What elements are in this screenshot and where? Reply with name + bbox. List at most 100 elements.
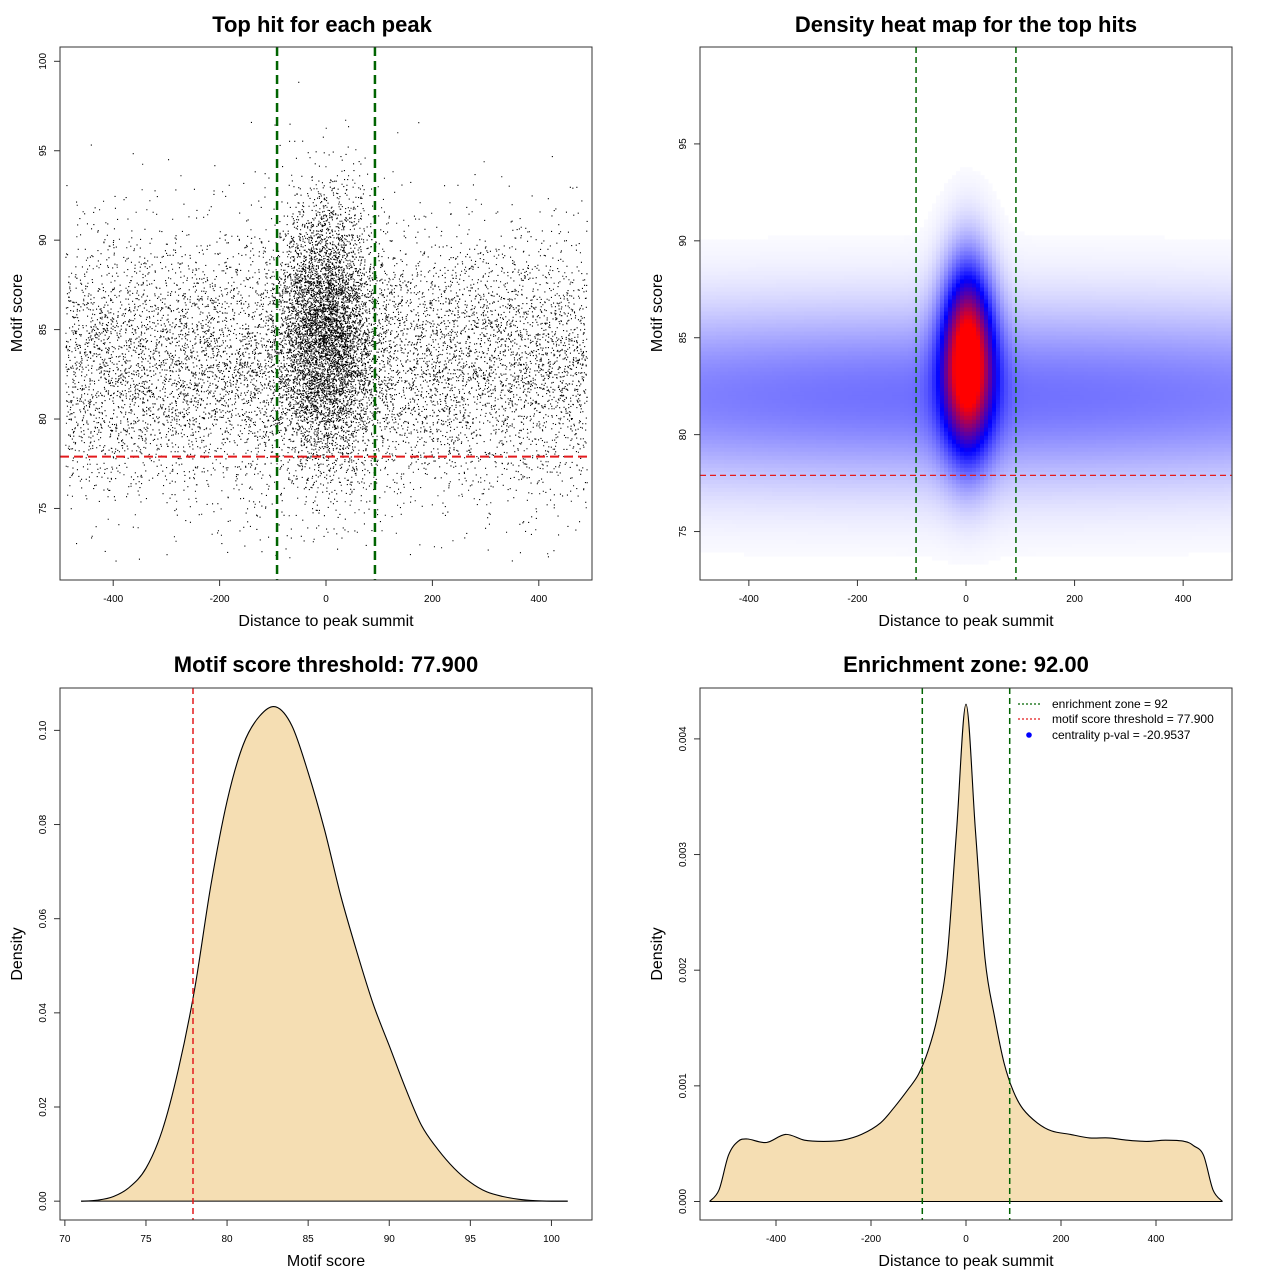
heatmap-cell — [736, 423, 741, 429]
heatmap-cell — [740, 263, 745, 269]
heatmap-cell — [848, 315, 853, 321]
heatmap-cell — [724, 439, 729, 445]
heatmap-cell — [904, 335, 909, 341]
heatmap-cell — [828, 239, 833, 244]
heatmap-cell — [804, 299, 809, 305]
heatmap-cell — [868, 243, 873, 248]
heatmap-cell — [924, 551, 929, 557]
heatmap-cell — [932, 223, 937, 228]
heatmap-cell — [936, 507, 941, 513]
heatmap-cell — [868, 523, 873, 529]
heatmap-cell — [832, 347, 837, 353]
heatmap-cell — [912, 275, 917, 281]
heatmap-cell — [748, 403, 753, 409]
heatmap-cell — [748, 391, 753, 397]
heatmap-cell — [816, 307, 821, 313]
heatmap-cell — [820, 267, 825, 273]
heatmap-cell — [908, 435, 913, 441]
heatmap-cell — [840, 419, 845, 425]
heatmap-cell — [904, 295, 909, 301]
heatmap-cell — [904, 443, 909, 449]
heatmap-cell — [708, 407, 713, 413]
heatmap-cell — [728, 435, 733, 441]
heatmap-cell — [944, 251, 949, 256]
heatmap-cell — [748, 455, 753, 461]
heatmap-cell — [712, 391, 717, 397]
heatmap-cell — [844, 539, 849, 545]
heatmap-cell — [940, 303, 945, 309]
heatmap-cell — [836, 251, 841, 256]
heatmap-cell — [820, 259, 825, 265]
heatmap-cell — [772, 315, 777, 321]
heatmap-cell — [852, 503, 857, 509]
heatmap-cell — [780, 495, 785, 501]
heatmap-cell — [900, 387, 905, 393]
heatmap-cell — [712, 359, 717, 365]
heatmap-cell — [788, 307, 793, 313]
heatmap-cell — [752, 307, 757, 313]
heatmap-cell — [728, 335, 733, 341]
heatmap-cell — [940, 323, 945, 329]
heatmap-cell — [756, 423, 761, 429]
heatmap-cell — [792, 439, 797, 445]
heatmap-cell — [924, 475, 929, 481]
heatmap-cell — [744, 503, 749, 509]
heatmap-cell — [824, 459, 829, 465]
heatmap-cell — [868, 363, 873, 369]
heatmap-cell — [764, 255, 769, 260]
heatmap-cell — [884, 243, 889, 248]
heatmap-cell — [944, 271, 949, 277]
heatmap-cell — [720, 295, 725, 301]
heatmap-cell — [892, 235, 897, 240]
heatmap-cell — [820, 463, 825, 469]
heatmap-cell — [756, 527, 761, 533]
heatmap-cell — [820, 363, 825, 369]
heatmap-cell — [856, 259, 861, 265]
heatmap-cell — [700, 423, 705, 429]
heatmap-cell — [836, 351, 841, 357]
heatmap-cell — [864, 299, 869, 305]
heatmap-cell — [896, 267, 901, 273]
heatmap-cell — [856, 355, 861, 361]
heatmap-cell — [908, 447, 913, 453]
heatmap-cell — [940, 219, 945, 224]
heatmap-cell — [792, 267, 797, 273]
heatmap-cell — [908, 471, 913, 477]
heatmap-cell — [740, 267, 745, 273]
heatmap-cell — [768, 551, 773, 557]
heatmap-cell — [772, 423, 777, 429]
heatmap-cell — [916, 539, 921, 545]
heatmap-cell — [940, 351, 945, 357]
heatmap-cell — [764, 459, 769, 465]
heatmap-cell — [720, 435, 725, 441]
heatmap-cell — [872, 351, 877, 357]
heatmap-cell — [872, 451, 877, 457]
heatmap-cell — [892, 343, 897, 349]
heatmap-cell — [724, 271, 729, 277]
heatmap-cell — [732, 439, 737, 445]
heatmap-cell — [936, 291, 941, 297]
heatmap-cell — [756, 439, 761, 445]
heatmap-cell — [776, 487, 781, 493]
heatmap-cell — [908, 239, 913, 244]
heatmap-cell — [728, 411, 733, 417]
heatmap-cell — [728, 279, 733, 285]
heatmap-cell — [928, 251, 933, 256]
heatmap-cell — [764, 399, 769, 405]
heatmap-cell — [928, 435, 933, 441]
heatmap-cell — [800, 335, 805, 341]
heatmap-cell — [704, 491, 709, 497]
heatmap-cell — [912, 251, 917, 256]
heatmap-cell — [724, 275, 729, 281]
heatmap-cell — [752, 359, 757, 365]
heatmap-cell — [768, 259, 773, 265]
heatmap-cell — [924, 251, 929, 256]
heatmap-cell — [868, 395, 873, 401]
heatmap-cell — [872, 315, 877, 321]
heatmap-cell — [892, 455, 897, 461]
heatmap-cell — [840, 355, 845, 361]
heatmap-cell — [888, 471, 893, 477]
heatmap-cell — [916, 403, 921, 409]
heatmap-cell — [792, 499, 797, 505]
heatmap-cell — [784, 551, 789, 557]
